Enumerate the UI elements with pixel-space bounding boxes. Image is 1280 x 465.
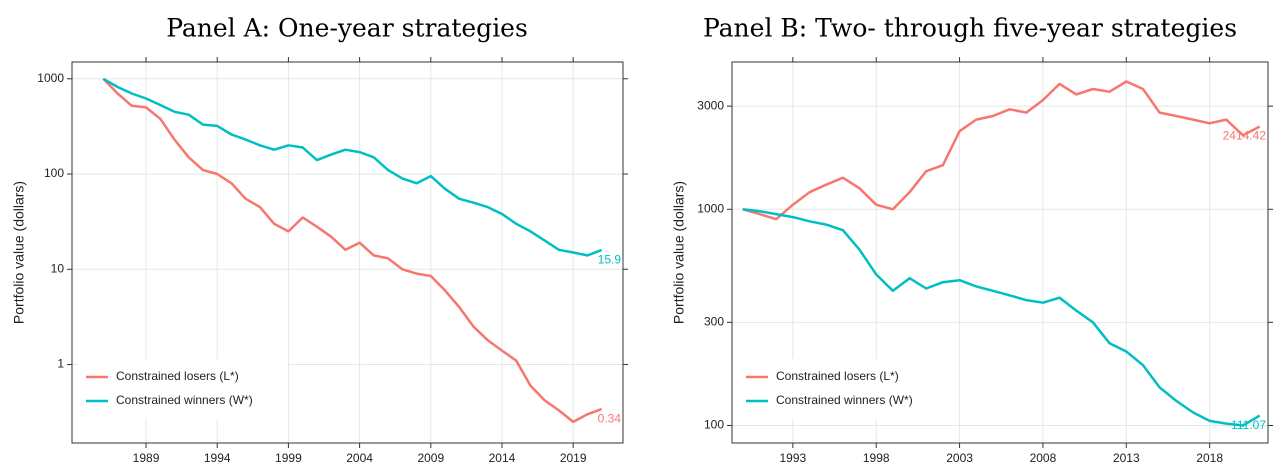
- series-line: [102, 77, 603, 424]
- y-tick-label: 3000: [697, 98, 724, 112]
- y-tick-label: 300: [704, 315, 724, 329]
- legend-label: Constrained winners (W*): [116, 393, 253, 407]
- x-tick-label: 1998: [863, 451, 890, 465]
- panel: Panel B: Two- through five-year strategi…: [671, 14, 1273, 465]
- x-tick-label: 2018: [1196, 451, 1223, 465]
- legend-label: Constrained losers (L*): [776, 369, 899, 383]
- x-tick-label: 2019: [560, 451, 587, 465]
- series-line: [102, 77, 603, 257]
- x-tick-label: 2009: [417, 451, 444, 465]
- series-line: [742, 208, 1261, 427]
- x-tick-label: 1994: [204, 451, 231, 465]
- y-tick-label: 1000: [697, 201, 724, 215]
- x-tick-label: 2004: [346, 451, 373, 465]
- end-value-label: 2414.42: [1223, 129, 1267, 143]
- y-tick-label: 100: [704, 418, 724, 432]
- legend-box: [738, 359, 948, 419]
- x-tick-label: 1993: [780, 451, 807, 465]
- end-value-label: 111.07: [1231, 418, 1266, 432]
- x-tick-label: 1999: [275, 451, 302, 465]
- series-line: [742, 80, 1261, 221]
- x-tick-label: 2003: [946, 451, 973, 465]
- y-axis-label: Portfolio value (dollars): [671, 181, 687, 324]
- plot-frame: [71, 61, 624, 444]
- x-tick-label: 2013: [1113, 451, 1140, 465]
- y-tick-label: 1000: [37, 71, 64, 85]
- y-tick-label: 10: [51, 261, 65, 275]
- panel: Panel A: One-year strategies Portfolio va…: [11, 14, 628, 465]
- x-tick-label: 1989: [133, 451, 160, 465]
- panel-title: Panel A: One-year strategies: [166, 14, 528, 43]
- plot-frame: [731, 61, 1269, 444]
- y-tick-label: 1: [57, 357, 64, 371]
- x-tick-label: 2008: [1030, 451, 1057, 465]
- y-axis-label: Portfolio value (dollars): [11, 181, 27, 324]
- panel-title: Panel B: Two- through five-year strategi…: [703, 14, 1237, 43]
- legend-box: [78, 359, 288, 419]
- legend-label: Constrained losers (L*): [116, 369, 239, 383]
- legend-label: Constrained winners (W*): [776, 393, 913, 407]
- y-tick-label: 100: [44, 166, 64, 180]
- end-value-label: 15.9: [598, 252, 622, 266]
- end-value-label: 0.34: [598, 411, 622, 425]
- x-tick-label: 2014: [489, 451, 516, 465]
